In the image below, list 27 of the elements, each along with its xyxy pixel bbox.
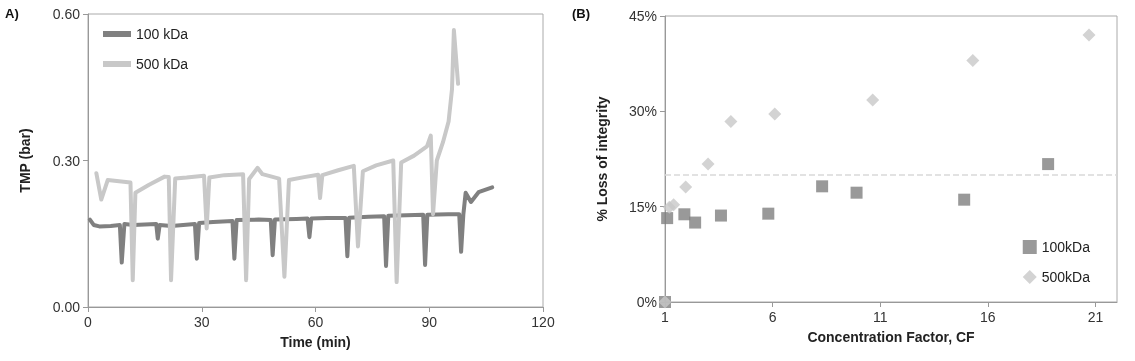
x-tick-label: 0: [84, 314, 93, 330]
x-tick-label: 60: [307, 314, 324, 330]
chart-title: A): [5, 6, 19, 21]
y-tick-label: 0.60: [52, 6, 81, 22]
y-axis-title: TMP (bar): [17, 128, 33, 193]
x-tick-label: 90: [421, 314, 438, 330]
legend-label: 100kDa: [1041, 239, 1091, 255]
y-tick-label: 0.00: [52, 299, 81, 315]
x-tick-label: 11: [872, 309, 888, 325]
y-tick-label: 0.30: [52, 152, 81, 169]
chart-title: (B): [572, 6, 591, 21]
y-tick-label: 15%: [628, 198, 657, 215]
x-tick-label: 120: [531, 314, 555, 330]
x-tick-label: 30: [193, 314, 210, 330]
legend-label: 500kDa: [1041, 269, 1091, 285]
y-tick-label: 30%: [628, 103, 657, 120]
x-axis-title: Concentration Factor, CF: [807, 329, 976, 345]
x-axis-title: Time (min): [280, 334, 351, 350]
x-tick-label: 21: [1087, 309, 1104, 325]
legend-label: 100 kDa: [136, 26, 189, 42]
x-tick-label: 6: [768, 309, 777, 325]
y-tick-label: 45%: [628, 8, 657, 24]
y-tick-label: 0%: [636, 294, 657, 310]
legend-label: 500 kDa: [136, 56, 189, 72]
x-tick-label: 16: [980, 309, 996, 325]
x-tick-label: 1: [661, 309, 670, 325]
y-axis-title: % Loss of integrity: [594, 96, 610, 222]
